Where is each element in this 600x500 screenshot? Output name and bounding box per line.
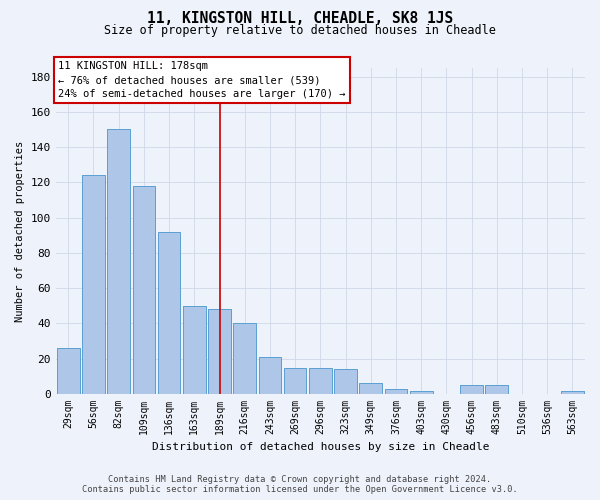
X-axis label: Distribution of detached houses by size in Cheadle: Distribution of detached houses by size …	[152, 442, 489, 452]
Bar	[359, 384, 382, 394]
Bar	[410, 390, 433, 394]
Text: 11, KINGSTON HILL, CHEADLE, SK8 1JS: 11, KINGSTON HILL, CHEADLE, SK8 1JS	[147, 11, 453, 26]
Bar	[485, 385, 508, 394]
Bar	[57, 348, 80, 394]
Y-axis label: Number of detached properties: Number of detached properties	[15, 140, 25, 322]
Bar	[309, 368, 332, 394]
Bar	[82, 176, 105, 394]
Bar	[259, 357, 281, 394]
Text: 11 KINGSTON HILL: 178sqm
← 76% of detached houses are smaller (539)
24% of semi-: 11 KINGSTON HILL: 178sqm ← 76% of detach…	[58, 61, 346, 99]
Bar	[133, 186, 155, 394]
Text: Contains HM Land Registry data © Crown copyright and database right 2024.
Contai: Contains HM Land Registry data © Crown c…	[82, 474, 518, 494]
Text: Size of property relative to detached houses in Cheadle: Size of property relative to detached ho…	[104, 24, 496, 37]
Bar	[208, 310, 231, 394]
Bar	[233, 324, 256, 394]
Bar	[385, 389, 407, 394]
Bar	[107, 130, 130, 394]
Bar	[284, 368, 307, 394]
Bar	[460, 385, 483, 394]
Bar	[334, 370, 357, 394]
Bar	[183, 306, 206, 394]
Bar	[561, 390, 584, 394]
Bar	[158, 232, 181, 394]
